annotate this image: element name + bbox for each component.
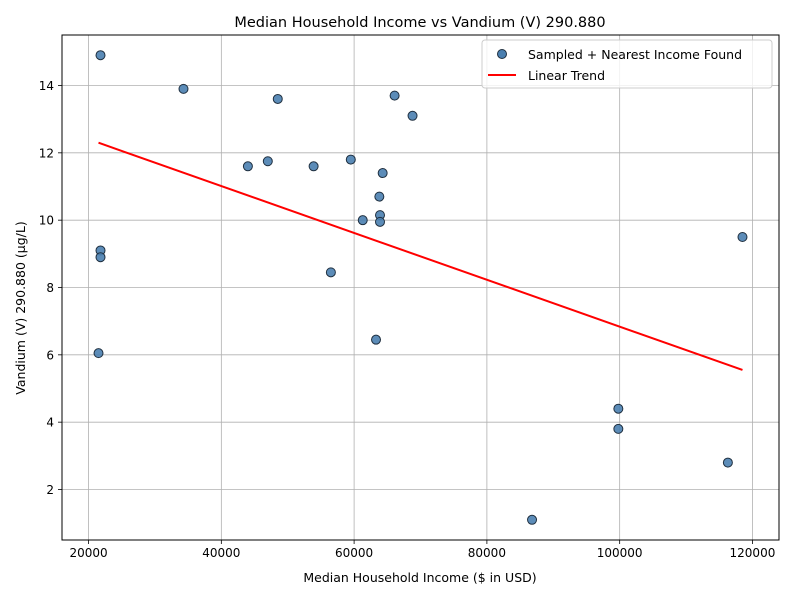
y-tick-label: 12	[39, 146, 54, 160]
legend-label-scatter: Sampled + Nearest Income Found	[528, 47, 742, 62]
scatter-point	[737, 232, 748, 242]
scatter-point	[262, 156, 273, 167]
x-tick-label: 20000	[69, 546, 107, 560]
x-tick-label: 80000	[468, 546, 506, 560]
scatter-point	[95, 252, 106, 263]
trend-line-group	[98, 141, 743, 371]
scatter-point	[374, 191, 385, 202]
legend-box	[481, 39, 773, 89]
y-tick-label: 8	[46, 281, 54, 295]
legend: Sampled + Nearest Income Found Linear Tr…	[481, 39, 773, 89]
x-axis-label: Median Household Income ($ in USD)	[303, 570, 536, 585]
x-tick-label: 40000	[202, 546, 240, 560]
scatter-point	[325, 267, 336, 278]
scatter-point	[613, 423, 624, 434]
y-tick-label: 6	[46, 348, 54, 362]
scatter-point	[357, 215, 368, 226]
scatter-point	[407, 110, 418, 121]
scatter-point	[93, 348, 104, 359]
scatter-point	[95, 50, 106, 61]
legend-marker-scatter	[497, 49, 507, 59]
scatter-point	[371, 334, 382, 345]
data-points	[93, 50, 748, 525]
y-tick-label: 2	[46, 483, 54, 497]
scatter-point	[242, 161, 253, 172]
scatter-point	[377, 168, 388, 179]
scatter-point	[613, 403, 624, 414]
scatter-point	[722, 457, 733, 468]
legend-label-trend: Linear Trend	[528, 68, 605, 83]
chart-title: Median Household Income vs Vandium (V) 2…	[234, 15, 605, 31]
scatter-point	[345, 154, 356, 165]
scatter-point	[527, 514, 538, 525]
y-axis-ticks: 2 4 6 8 10 12 14	[39, 79, 62, 497]
x-tick-label: 60000	[335, 546, 373, 560]
y-axis-label: Vandium (V) 290.880 (µg/L)	[13, 221, 28, 394]
y-tick-label: 4	[46, 416, 54, 430]
y-tick-label: 14	[39, 79, 54, 93]
scatter-point	[389, 90, 400, 101]
scatter-point	[308, 161, 319, 172]
x-tick-label: 120000	[730, 546, 776, 560]
x-axis-ticks: 20000 40000 60000 80000 100000 120000	[69, 540, 775, 560]
scatter-point	[375, 216, 386, 227]
x-tick-label: 100000	[597, 546, 643, 560]
scatter-point	[178, 83, 189, 94]
trend-line	[98, 141, 743, 371]
y-tick-label: 10	[39, 214, 54, 228]
scatter-point	[272, 93, 283, 104]
